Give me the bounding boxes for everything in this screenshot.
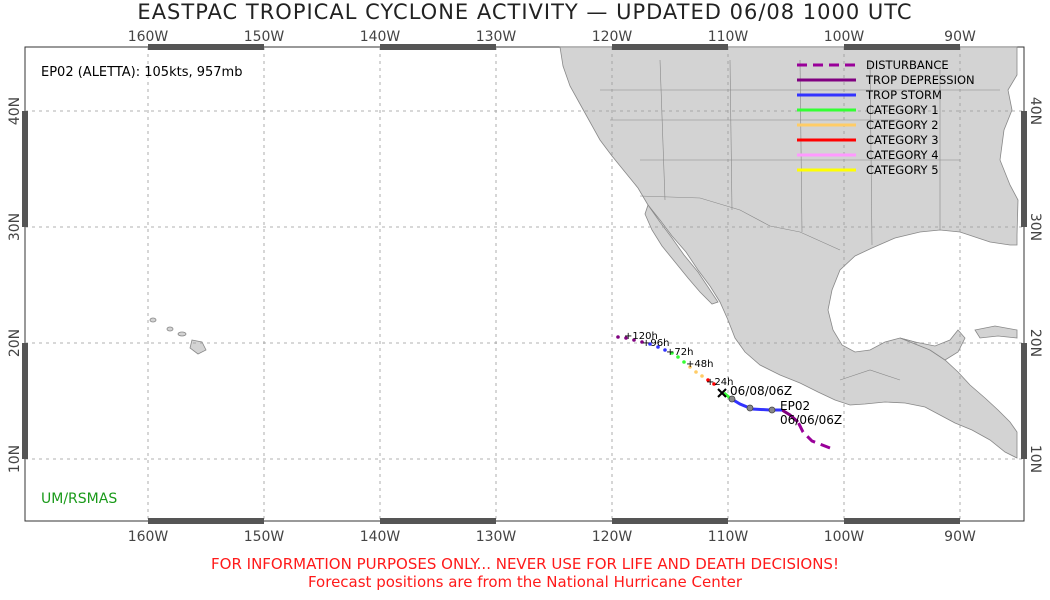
track-depression xyxy=(781,408,799,424)
page-title: EASTPAC TROPICAL CYCLONE ACTIVITY — UPDA… xyxy=(137,0,913,24)
storm-info: EP02 (ALETTA): 105kts, 957mb xyxy=(41,65,242,80)
source-note: Forecast positions are from the National… xyxy=(307,573,743,591)
lon-label: 140W xyxy=(360,529,401,545)
lat-label: 30N xyxy=(7,213,23,241)
lat-label: 40N xyxy=(1027,97,1043,125)
disclaimer: FOR INFORMATION PURPOSES ONLY... NEVER U… xyxy=(211,555,839,573)
frame-ticks xyxy=(22,44,1027,524)
lon-label: 100W xyxy=(824,529,865,545)
current-position-marker xyxy=(717,388,727,398)
lon-label: 90W xyxy=(944,529,976,545)
lon-label: 120W xyxy=(592,529,633,545)
legend: DISTURBANCE TROP DEPRESSION TROP STORM C… xyxy=(797,58,975,177)
lon-label: 90W xyxy=(944,29,976,45)
lat-label: 20N xyxy=(1027,329,1043,357)
forecast-label: +72h xyxy=(666,347,693,358)
lat-label: 30N xyxy=(1027,213,1043,241)
land-hawaii xyxy=(149,317,207,355)
land-north-america xyxy=(559,46,1019,459)
track-point xyxy=(728,395,736,403)
lat-label: 10N xyxy=(7,445,23,473)
legend-label: TROP STORM xyxy=(865,88,942,102)
lat-label: 10N xyxy=(1027,445,1043,473)
start-time-label: 06/06/06Z xyxy=(780,413,842,427)
legend-label: CATEGORY 4 xyxy=(866,148,939,162)
track-point xyxy=(746,404,754,412)
forecast-track xyxy=(616,335,716,386)
credit-label: UM/RSMAS xyxy=(41,491,117,507)
lon-label: 140W xyxy=(360,29,401,45)
forecast-label: +24h xyxy=(706,377,733,388)
lon-label: 160W xyxy=(128,29,169,45)
lat-labels-left: 40N 30N 20N 10N xyxy=(7,97,23,473)
lon-label: 150W xyxy=(244,529,285,545)
legend-label: CATEGORY 5 xyxy=(866,163,939,177)
political-borders xyxy=(600,59,1000,381)
lon-label: 110W xyxy=(708,529,749,545)
lat-label: 20N xyxy=(7,329,23,357)
lon-label: 130W xyxy=(476,29,517,45)
lon-label: 160W xyxy=(128,529,169,545)
legend-label: CATEGORY 1 xyxy=(866,103,939,117)
storm-id-label: EP02 xyxy=(780,399,810,413)
track-disturbance xyxy=(796,421,831,450)
legend-label: CATEGORY 3 xyxy=(866,133,939,147)
lon-label: 110W xyxy=(708,29,749,45)
legend-label: DISTURBANCE xyxy=(866,58,949,72)
lon-label: 120W xyxy=(592,29,633,45)
lon-labels-bottom: 160W 150W 140W 130W 120W 110W 100W 90W xyxy=(128,529,976,545)
track-cat1 xyxy=(723,391,731,400)
track-point xyxy=(768,406,776,414)
lat-label: 40N xyxy=(7,97,23,125)
lon-label: 100W xyxy=(824,29,865,45)
forecast-label: +120h xyxy=(624,331,658,342)
forecast-label: +96h xyxy=(642,338,669,349)
lat-labels-right: 40N 30N 20N 10N xyxy=(1027,97,1043,473)
legend-label: CATEGORY 2 xyxy=(866,118,939,132)
lon-labels-top: 160W 150W 140W 130W 120W 110W 100W 90W xyxy=(128,29,976,45)
legend-label: TROP DEPRESSION xyxy=(865,73,975,87)
lon-label: 130W xyxy=(476,529,517,545)
current-time-label: 06/08/06Z xyxy=(730,384,792,398)
forecast-label: +48h xyxy=(686,359,713,370)
lon-label: 150W xyxy=(244,29,285,45)
